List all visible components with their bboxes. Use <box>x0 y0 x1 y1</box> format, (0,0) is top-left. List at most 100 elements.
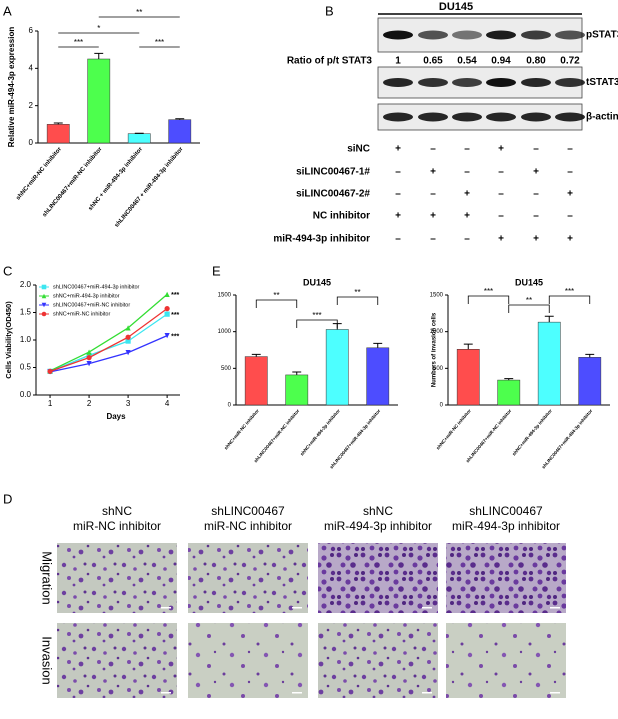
y-tick-label: 4 <box>29 63 34 72</box>
error-bar <box>251 353 261 357</box>
significance-label: ** <box>136 8 142 17</box>
error-bar <box>175 118 185 120</box>
data-point <box>86 361 92 367</box>
bar <box>325 329 349 406</box>
condition-sign: + <box>498 234 504 245</box>
x-tick-label: shLINC00467+miR-NC inhibitor <box>253 408 301 463</box>
legend-marker <box>41 293 47 299</box>
band-label: tSTAT3 <box>586 77 618 88</box>
legend-marker <box>41 311 47 317</box>
micrograph <box>57 623 177 698</box>
bar <box>285 374 309 406</box>
ratio-value: 1 <box>395 56 401 67</box>
column-header: miR-494-3p inhibitor <box>452 519 560 533</box>
y-tick-label: 2.0 <box>20 280 32 289</box>
condition-sign: – <box>395 234 401 245</box>
scale-bar <box>161 607 171 609</box>
significance-bracket <box>467 295 510 304</box>
significance-label: *** <box>171 292 179 299</box>
y-tick-label: 0.0 <box>20 390 32 399</box>
condition-sign: – <box>567 144 573 155</box>
condition-sign: – <box>395 189 401 200</box>
significance-label: *** <box>484 287 493 296</box>
column-header: miR-NC inhibitor <box>73 519 161 533</box>
significance-bracket <box>255 299 298 308</box>
significance-label: ** <box>273 291 279 300</box>
micrograph <box>446 623 566 698</box>
micrograph <box>188 543 308 613</box>
blot-band <box>521 112 551 122</box>
blot-band <box>383 30 413 40</box>
x-tick-label: shNC+miR-494-3p inhibitor <box>511 408 553 457</box>
condition-sign: – <box>567 167 573 178</box>
condition-sign: – <box>567 211 573 222</box>
ratio-value: 0.80 <box>526 56 546 67</box>
x-tick-label: shLINC00467+miR-494-3p inhibitor <box>541 408 594 470</box>
data-point <box>164 306 170 312</box>
blot-band <box>555 112 585 122</box>
row-label: Migration <box>40 551 55 604</box>
error-bar <box>504 378 514 381</box>
data-point <box>86 355 92 361</box>
ratio-label: Ratio of p/t STAT3 <box>287 56 373 67</box>
y-tick-label: 1500 <box>218 293 232 299</box>
cell-line-label: DU145 <box>439 1 473 13</box>
significance-label: ** <box>354 288 360 297</box>
error-bar <box>94 52 104 59</box>
blot-band <box>383 78 413 87</box>
bar <box>244 356 268 406</box>
condition-sign: + <box>533 167 539 178</box>
band-label: pSTAT3 <box>586 30 618 41</box>
y-axis-label: Cells Viability(OD450) <box>4 301 13 379</box>
ratio-value: 0.65 <box>423 56 443 67</box>
condition-sign: – <box>533 144 539 155</box>
legend-label: shNC+miR-NC inhibitor <box>53 311 110 317</box>
blot-band <box>555 30 585 40</box>
y-tick-label: 0 <box>228 403 232 409</box>
y-tick-label: 2 <box>29 101 34 110</box>
micrograph <box>318 543 438 613</box>
x-tick-label: shNC+miR-NC inhibitor <box>435 408 472 451</box>
error-bar <box>544 315 554 323</box>
micrograph <box>318 623 438 698</box>
column-header: miR-494-3p inhibitor <box>324 519 432 533</box>
condition-sign: – <box>430 234 436 245</box>
panel-letter: C <box>3 263 12 278</box>
blot-band <box>486 30 516 40</box>
chart-title: DU145 <box>303 277 331 287</box>
series-line <box>49 335 168 373</box>
series-line <box>49 293 168 372</box>
scale-bar <box>161 692 171 694</box>
column-header: shNC <box>102 504 132 518</box>
y-tick-label: 6 <box>29 26 34 35</box>
data-point <box>164 311 170 317</box>
condition-label: miR-494-3p inhibitor <box>273 234 370 245</box>
y-tick-label: 1000 <box>430 329 444 335</box>
significance-label: *** <box>171 333 179 340</box>
blot-band <box>452 112 482 122</box>
x-tick-label: 1 <box>48 399 53 408</box>
bar <box>87 58 111 144</box>
micrograph <box>188 623 308 698</box>
bar <box>127 133 151 144</box>
condition-sign: – <box>498 211 504 222</box>
significance-bracket <box>296 319 338 328</box>
blot-band <box>486 78 516 87</box>
condition-label: siLINC00467-1# <box>296 167 370 178</box>
blot-band <box>452 30 482 40</box>
significance-label: *** <box>312 311 321 320</box>
x-tick-label: 2 <box>87 399 92 408</box>
column-header: shLINC00467 <box>211 504 285 518</box>
data-point <box>164 333 170 339</box>
error-bar <box>53 122 63 125</box>
x-tick-label: shLINC00467+miR-NC inhibitor <box>465 408 513 463</box>
condition-sign: – <box>498 167 504 178</box>
blot-band <box>418 78 448 87</box>
legend-label: shLINC00467+miR-494-3p inhibitor <box>53 284 140 290</box>
condition-sign: – <box>464 144 470 155</box>
condition-label: siNC <box>347 144 370 155</box>
x-tick-label: shLINC00467 + miR-494-3p inhibitor <box>114 146 185 229</box>
scale-bar <box>422 607 432 609</box>
series-line <box>49 313 168 372</box>
band-label: β-actin <box>586 112 618 123</box>
